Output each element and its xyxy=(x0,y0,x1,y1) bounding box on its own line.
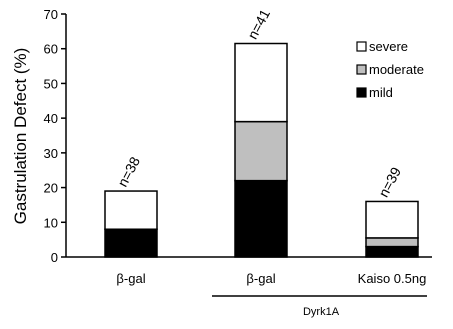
legend-swatch-moderate xyxy=(356,64,367,75)
y-tick-label-40: 40 xyxy=(44,111,58,126)
y-tick-label-50: 50 xyxy=(44,76,58,91)
bar-1-mild xyxy=(104,228,158,258)
y-tick-label-0: 0 xyxy=(51,250,58,265)
y-tick-label-20: 20 xyxy=(44,181,58,196)
bar-2-severe xyxy=(234,42,288,123)
y-tick-label-60: 60 xyxy=(44,42,58,57)
y-tick-label-70: 70 xyxy=(44,7,58,22)
legend-label-moderate: moderate xyxy=(369,62,424,77)
legend-swatch-severe xyxy=(356,41,367,52)
axis-layer: 0 10 20 30 40 50 60 70 Gastrulation Defect (%) β-… xyxy=(11,7,432,318)
n-label-3: n=39 xyxy=(375,164,404,200)
legend-swatch-mild xyxy=(356,87,367,98)
bars-layer xyxy=(104,42,419,258)
y-tick-label-30: 30 xyxy=(44,146,58,161)
bar-3-moderate xyxy=(365,237,419,248)
bar-1-severe xyxy=(104,190,158,230)
legend-label-severe: severe xyxy=(369,39,408,54)
bar-2-moderate xyxy=(234,120,288,182)
legend: severe moderate mild xyxy=(356,39,424,100)
group-label: Dyrk1A xyxy=(303,306,340,318)
bar-3-mild xyxy=(365,245,419,258)
category-label-1: β-gal xyxy=(116,271,145,286)
category-label-3: Kaiso 0.5ng xyxy=(358,271,427,286)
y-tick-label-10: 10 xyxy=(44,215,58,230)
bar-2-mild xyxy=(234,179,288,258)
n-label-1: n=38 xyxy=(114,154,143,190)
bar-3-severe xyxy=(365,200,419,239)
category-label-2: β-gal xyxy=(246,271,275,286)
y-axis-label: Gastrulation Defect (%) xyxy=(11,48,30,225)
n-label-2: n=41 xyxy=(244,6,273,42)
legend-label-mild: mild xyxy=(369,85,393,100)
